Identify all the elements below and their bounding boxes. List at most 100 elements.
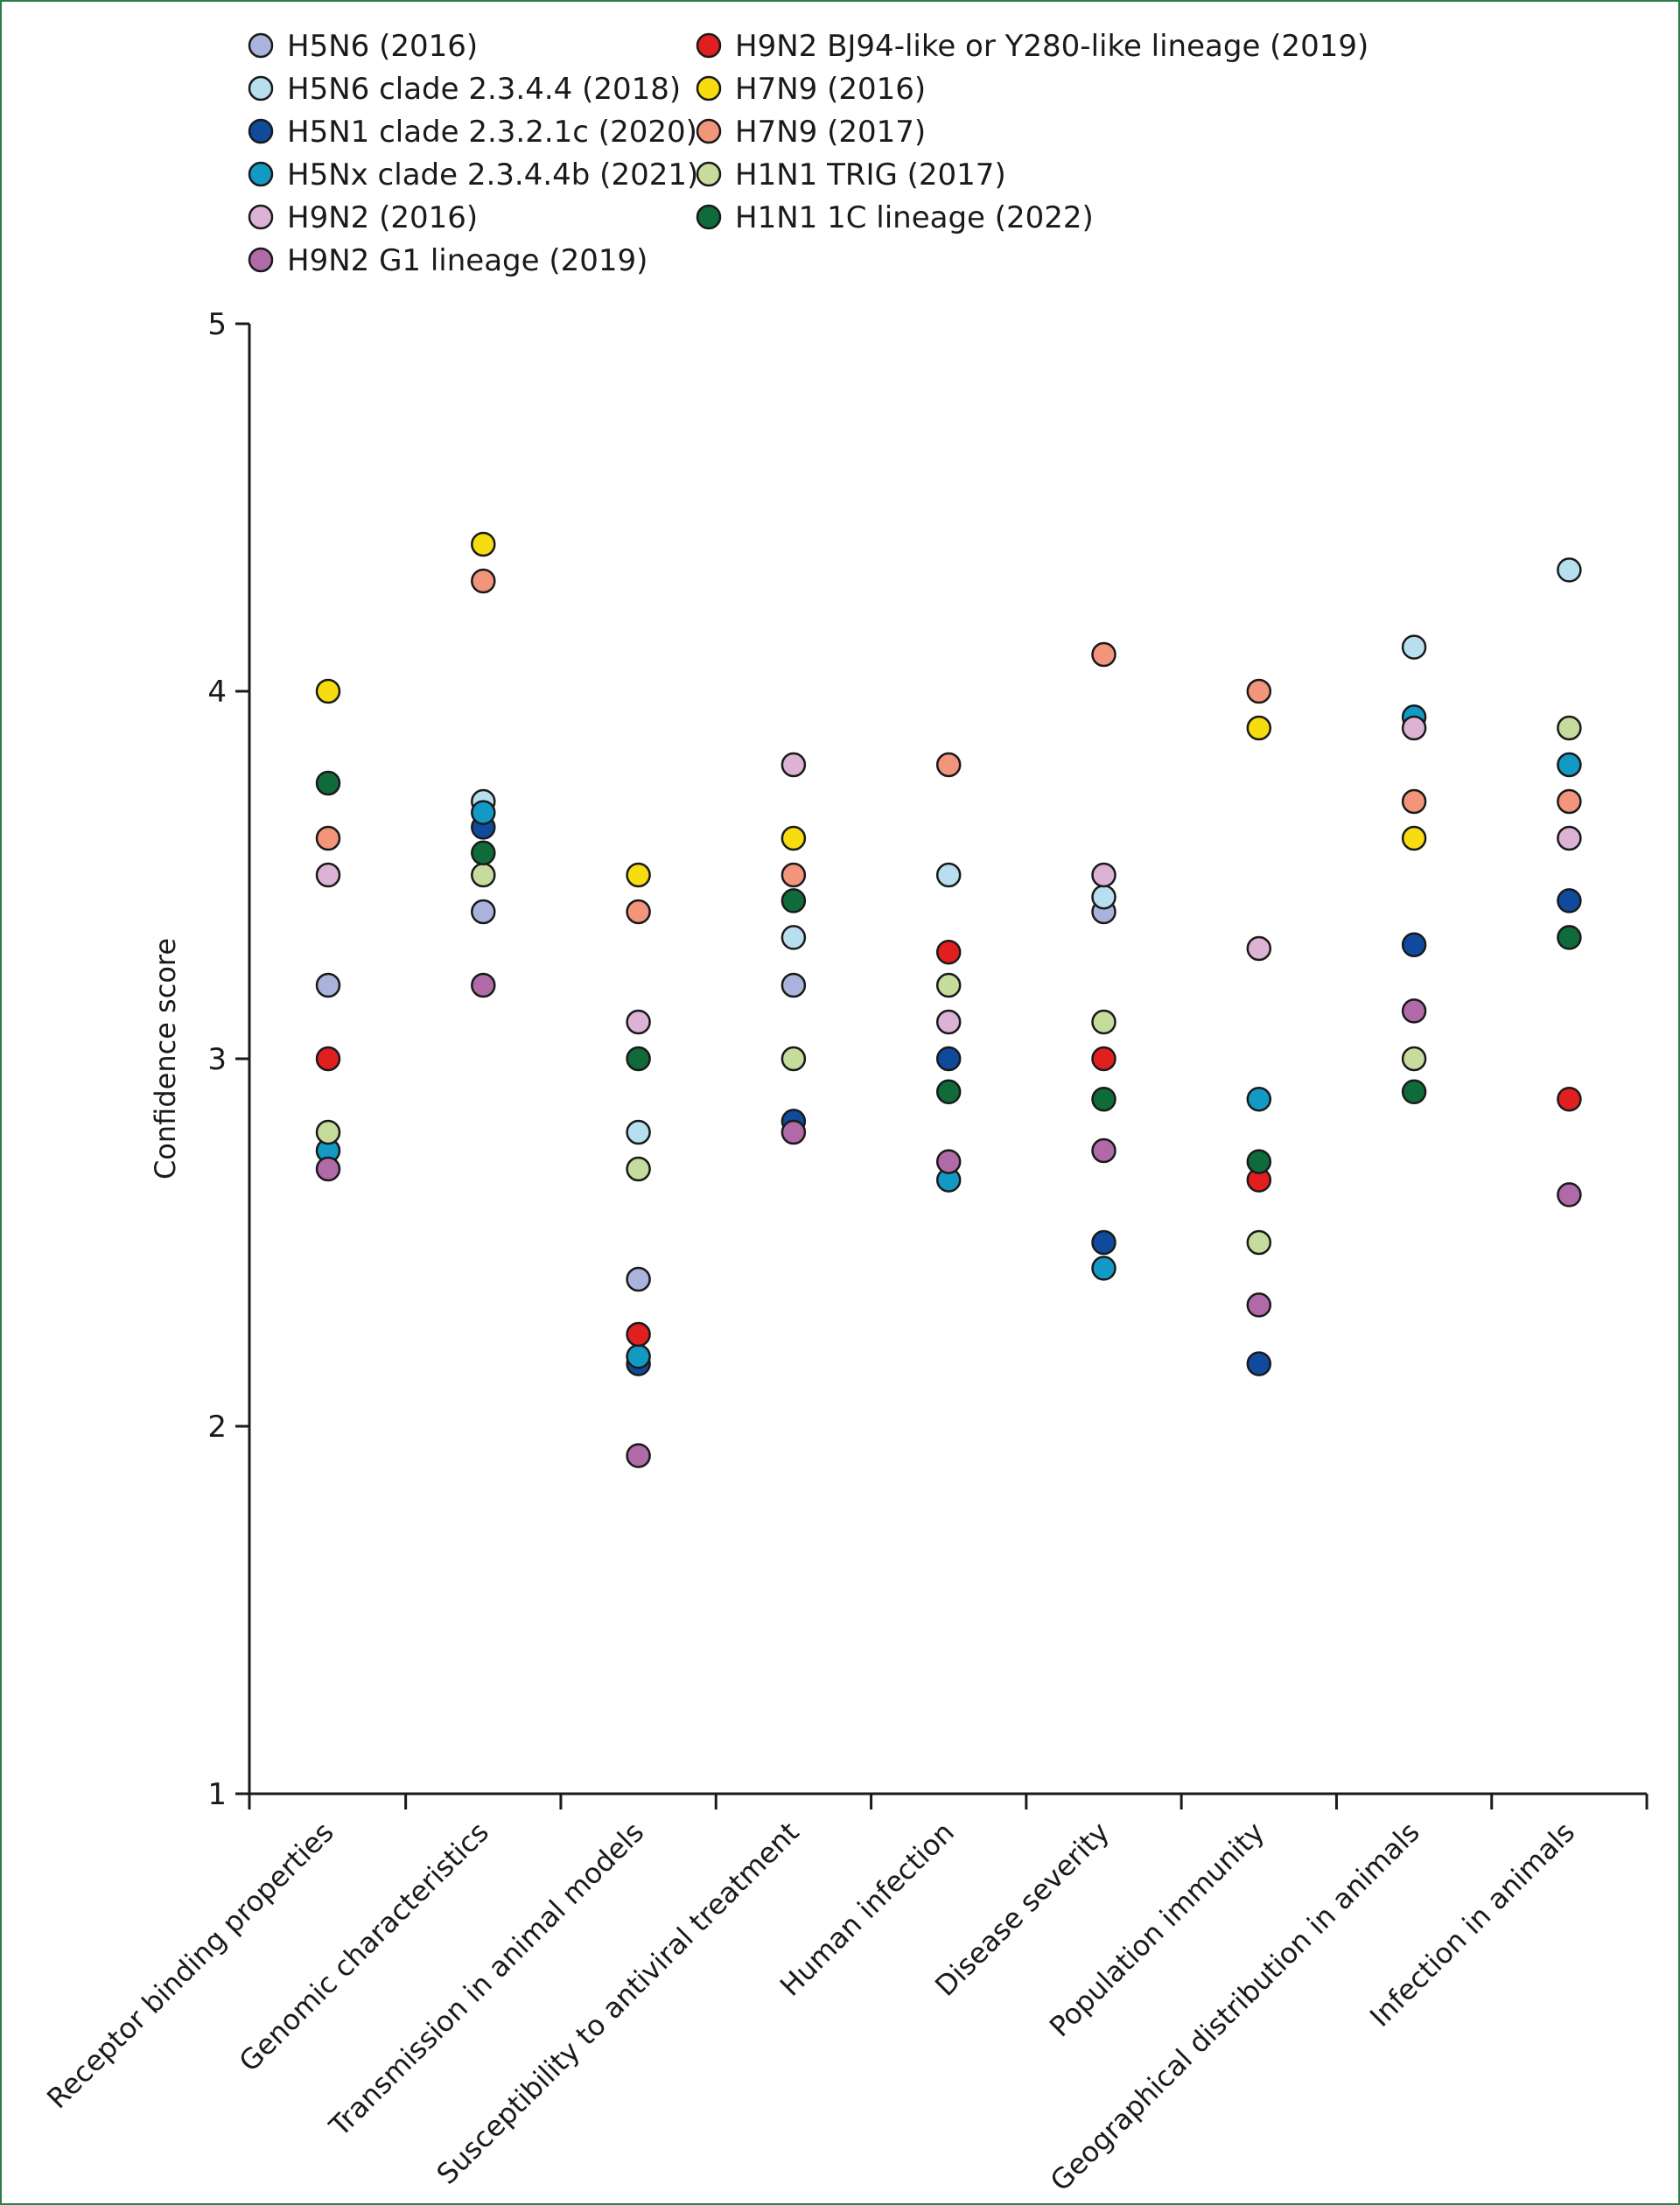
x-category-label-receptor-binding-properties: Receptor binding properties	[40, 1816, 340, 2115]
point-h1n1-1c-lineage-2022-transmission-in-animal-models	[626, 1046, 651, 1072]
point-h5n6-clade-2-3-4-4-2018-human-infection	[935, 862, 962, 888]
legend-marker-h9n2-g1-lineage-2019	[248, 247, 274, 273]
point-h5nx-clade-2-3-4-4b-2021-disease-severity	[1091, 1256, 1116, 1281]
point-h1n1-1c-lineage-2022-human-infection	[935, 1079, 962, 1105]
legend-label-h5n6-clade-2-3-4-4-2018: H5N6 clade 2.3.4.4 (2018)	[287, 72, 681, 107]
y-tick-label: 2	[207, 1410, 227, 1445]
point-h1n1-1c-lineage-2022-receptor-binding-properties	[315, 770, 341, 796]
legend-marker-h7n9-2016	[696, 75, 722, 102]
point-h9n2-g1-lineage-2019-receptor-binding-properties	[315, 1156, 341, 1182]
point-h1n1-1c-lineage-2022-susceptibility-to-antiviral-treatment	[780, 888, 807, 914]
point-h7n9-2017-receptor-binding-properties	[315, 825, 341, 851]
legend-label-h1n1-trig-2017: H1N1 TRIG (2017)	[735, 158, 1006, 192]
point-h1n1-trig-2017-geographical-distribution-in-animals	[1401, 1046, 1427, 1072]
point-h7n9-2017-population-immunity	[1246, 678, 1272, 704]
point-h9n2-bj94-like-or-y280-like-lineage-2019-disease-severity	[1091, 1046, 1116, 1072]
point-h5n1-clade-2-3-2-1c-2020-human-infection	[935, 1046, 962, 1072]
point-h1n1-trig-2017-receptor-binding-properties	[315, 1119, 341, 1145]
x-category-label-transmission-in-animal-models: Transmission in animal models	[322, 1816, 650, 2144]
point-h1n1-1c-lineage-2022-geographical-distribution-in-animals	[1401, 1079, 1427, 1105]
x-category-label-genomic-characteristics: Genomic characteristics	[233, 1816, 495, 2078]
point-h9n2-2016-population-immunity	[1246, 935, 1272, 962]
point-h7n9-2017-susceptibility-to-antiviral-treatment	[780, 862, 807, 888]
point-h9n2-g1-lineage-2019-genomic-characteristics	[471, 972, 496, 998]
point-h9n2-2016-infection-in-animals	[1557, 825, 1582, 851]
legend-label-h1n1-1c-lineage-2022: H1N1 1C lineage (2022)	[735, 200, 1094, 235]
point-h5n6-clade-2-3-4-4-2018-geographical-distribution-in-animals	[1401, 634, 1427, 660]
point-h5n1-clade-2-3-2-1c-2020-infection-in-animals	[1557, 888, 1582, 914]
legend-marker-h9n2-bj94-like-or-y280-like-lineage-2019	[696, 32, 722, 59]
point-h7n9-2017-disease-severity	[1091, 641, 1116, 668]
point-h1n1-1c-lineage-2022-disease-severity	[1091, 1086, 1116, 1112]
point-h7n9-2017-transmission-in-animal-models	[626, 899, 651, 925]
data-points	[315, 531, 1582, 1468]
point-h5n1-clade-2-3-2-1c-2020-geographical-distribution-in-animals	[1401, 932, 1427, 958]
point-h7n9-2017-geographical-distribution-in-animals	[1401, 788, 1427, 815]
point-h9n2-bj94-like-or-y280-like-lineage-2019-receptor-binding-properties	[315, 1046, 341, 1072]
point-h7n9-2016-transmission-in-animal-models	[626, 862, 651, 888]
point-h5nx-clade-2-3-4-4b-2021-genomic-characteristics	[471, 800, 496, 825]
point-h7n9-2016-genomic-characteristics	[471, 531, 496, 557]
point-h9n2-bj94-like-or-y280-like-lineage-2019-transmission-in-animal-models	[626, 1321, 651, 1348]
point-h5n6-clade-2-3-4-4-2018-transmission-in-animal-models	[626, 1119, 651, 1145]
legend-label-h5nx-clade-2-3-4-4b-2021: H5Nx clade 2.3.4.4b (2021)	[287, 158, 698, 192]
point-h1n1-1c-lineage-2022-infection-in-animals	[1557, 925, 1582, 950]
point-h5nx-clade-2-3-4-4b-2021-infection-in-animals	[1557, 752, 1582, 778]
point-h5n1-clade-2-3-2-1c-2020-population-immunity	[1246, 1351, 1272, 1376]
legend-marker-h5n6-clade-2-3-4-4-2018	[248, 75, 274, 102]
point-h1n1-trig-2017-human-infection	[935, 972, 962, 998]
legend-marker-h9n2-2016	[248, 204, 274, 230]
point-h1n1-trig-2017-infection-in-animals	[1557, 715, 1582, 741]
point-h5nx-clade-2-3-4-4b-2021-transmission-in-animal-models	[626, 1343, 651, 1369]
point-h1n1-trig-2017-genomic-characteristics	[471, 862, 496, 888]
x-category-label-susceptibility-to-antiviral-treatment: Susceptibility to antiviral treatment	[430, 1816, 806, 2191]
legend-marker-h5n1-clade-2-3-2-1c-2020	[248, 118, 274, 144]
y-axis-title: Confidence score	[149, 938, 182, 1180]
legend-label-h9n2-g1-lineage-2019: H9N2 G1 lineage (2019)	[287, 243, 648, 278]
point-h9n2-2016-receptor-binding-properties	[315, 862, 341, 888]
point-h9n2-g1-lineage-2019-infection-in-animals	[1557, 1182, 1582, 1208]
legend-marker-h5n6-2016	[248, 32, 274, 59]
point-h5n1-clade-2-3-2-1c-2020-disease-severity	[1091, 1229, 1116, 1256]
point-h7n9-2016-geographical-distribution-in-animals	[1401, 825, 1427, 851]
legend: H5N6 (2016) H5N6 clade 2.3.4.4 (2018) H5N1…	[248, 29, 1368, 278]
point-h5n6-2016-susceptibility-to-antiviral-treatment	[780, 972, 807, 998]
y-tick-label: 5	[207, 307, 227, 342]
point-h5n6-2016-receptor-binding-properties	[315, 972, 341, 998]
point-h7n9-2016-susceptibility-to-antiviral-treatment	[780, 825, 807, 851]
point-h9n2-g1-lineage-2019-geographical-distribution-in-animals	[1401, 998, 1427, 1024]
point-h9n2-2016-susceptibility-to-antiviral-treatment	[780, 752, 807, 778]
legend-marker-h5nx-clade-2-3-4-4b-2021	[248, 161, 274, 187]
legend-label-h9n2-2016: H9N2 (2016)	[287, 200, 478, 235]
point-h5n6-2016-transmission-in-animal-models	[626, 1266, 651, 1292]
y-tick-label: 4	[207, 675, 227, 710]
point-h1n1-trig-2017-disease-severity	[1091, 1009, 1116, 1035]
point-h9n2-2016-transmission-in-animal-models	[626, 1009, 651, 1035]
point-h5nx-clade-2-3-4-4b-2021-population-immunity	[1246, 1086, 1272, 1112]
legend-label-h9n2-bj94-like-or-y280-like-lineage-2019: H9N2 BJ94-like or Y280-like lineage (201…	[735, 29, 1368, 64]
y-tick-label: 1	[207, 1777, 227, 1812]
point-h9n2-bj94-like-or-y280-like-lineage-2019-infection-in-animals	[1557, 1086, 1582, 1112]
legend-label-h5n6-2016: H5N6 (2016)	[287, 29, 478, 64]
point-h1n1-1c-lineage-2022-population-immunity	[1246, 1149, 1272, 1174]
legend-marker-h7n9-2017	[696, 118, 722, 144]
legend-marker-h1n1-trig-2017	[696, 161, 722, 187]
point-h5n6-clade-2-3-4-4-2018-disease-severity	[1091, 884, 1116, 910]
point-h9n2-g1-lineage-2019-population-immunity	[1246, 1292, 1272, 1318]
point-h9n2-g1-lineage-2019-transmission-in-animal-models	[626, 1443, 651, 1468]
point-h5n6-clade-2-3-4-4-2018-infection-in-animals	[1557, 557, 1582, 583]
point-h1n1-trig-2017-population-immunity	[1246, 1229, 1272, 1256]
point-h7n9-2017-human-infection	[935, 752, 962, 778]
axes: 1 2 3 4 5 Confidence score Receptor binding pr…	[40, 307, 1648, 2198]
point-h9n2-g1-lineage-2019-susceptibility-to-antiviral-treatment	[780, 1119, 807, 1145]
point-h7n9-2017-genomic-characteristics	[471, 568, 496, 594]
point-h9n2-2016-human-infection	[935, 1009, 962, 1035]
legend-marker-h1n1-1c-lineage-2022	[696, 204, 722, 230]
legend-label-h7n9-2016: H7N9 (2016)	[735, 72, 926, 107]
point-h7n9-2016-receptor-binding-properties	[315, 678, 341, 704]
point-h1n1-1c-lineage-2022-genomic-characteristics	[471, 840, 496, 866]
point-h9n2-bj94-like-or-y280-like-lineage-2019-human-infection	[935, 939, 962, 965]
point-h1n1-trig-2017-susceptibility-to-antiviral-treatment	[780, 1046, 807, 1072]
legend-label-h5n1-clade-2-3-2-1c-2020: H5N1 clade 2.3.2.1c (2020)	[287, 115, 697, 150]
